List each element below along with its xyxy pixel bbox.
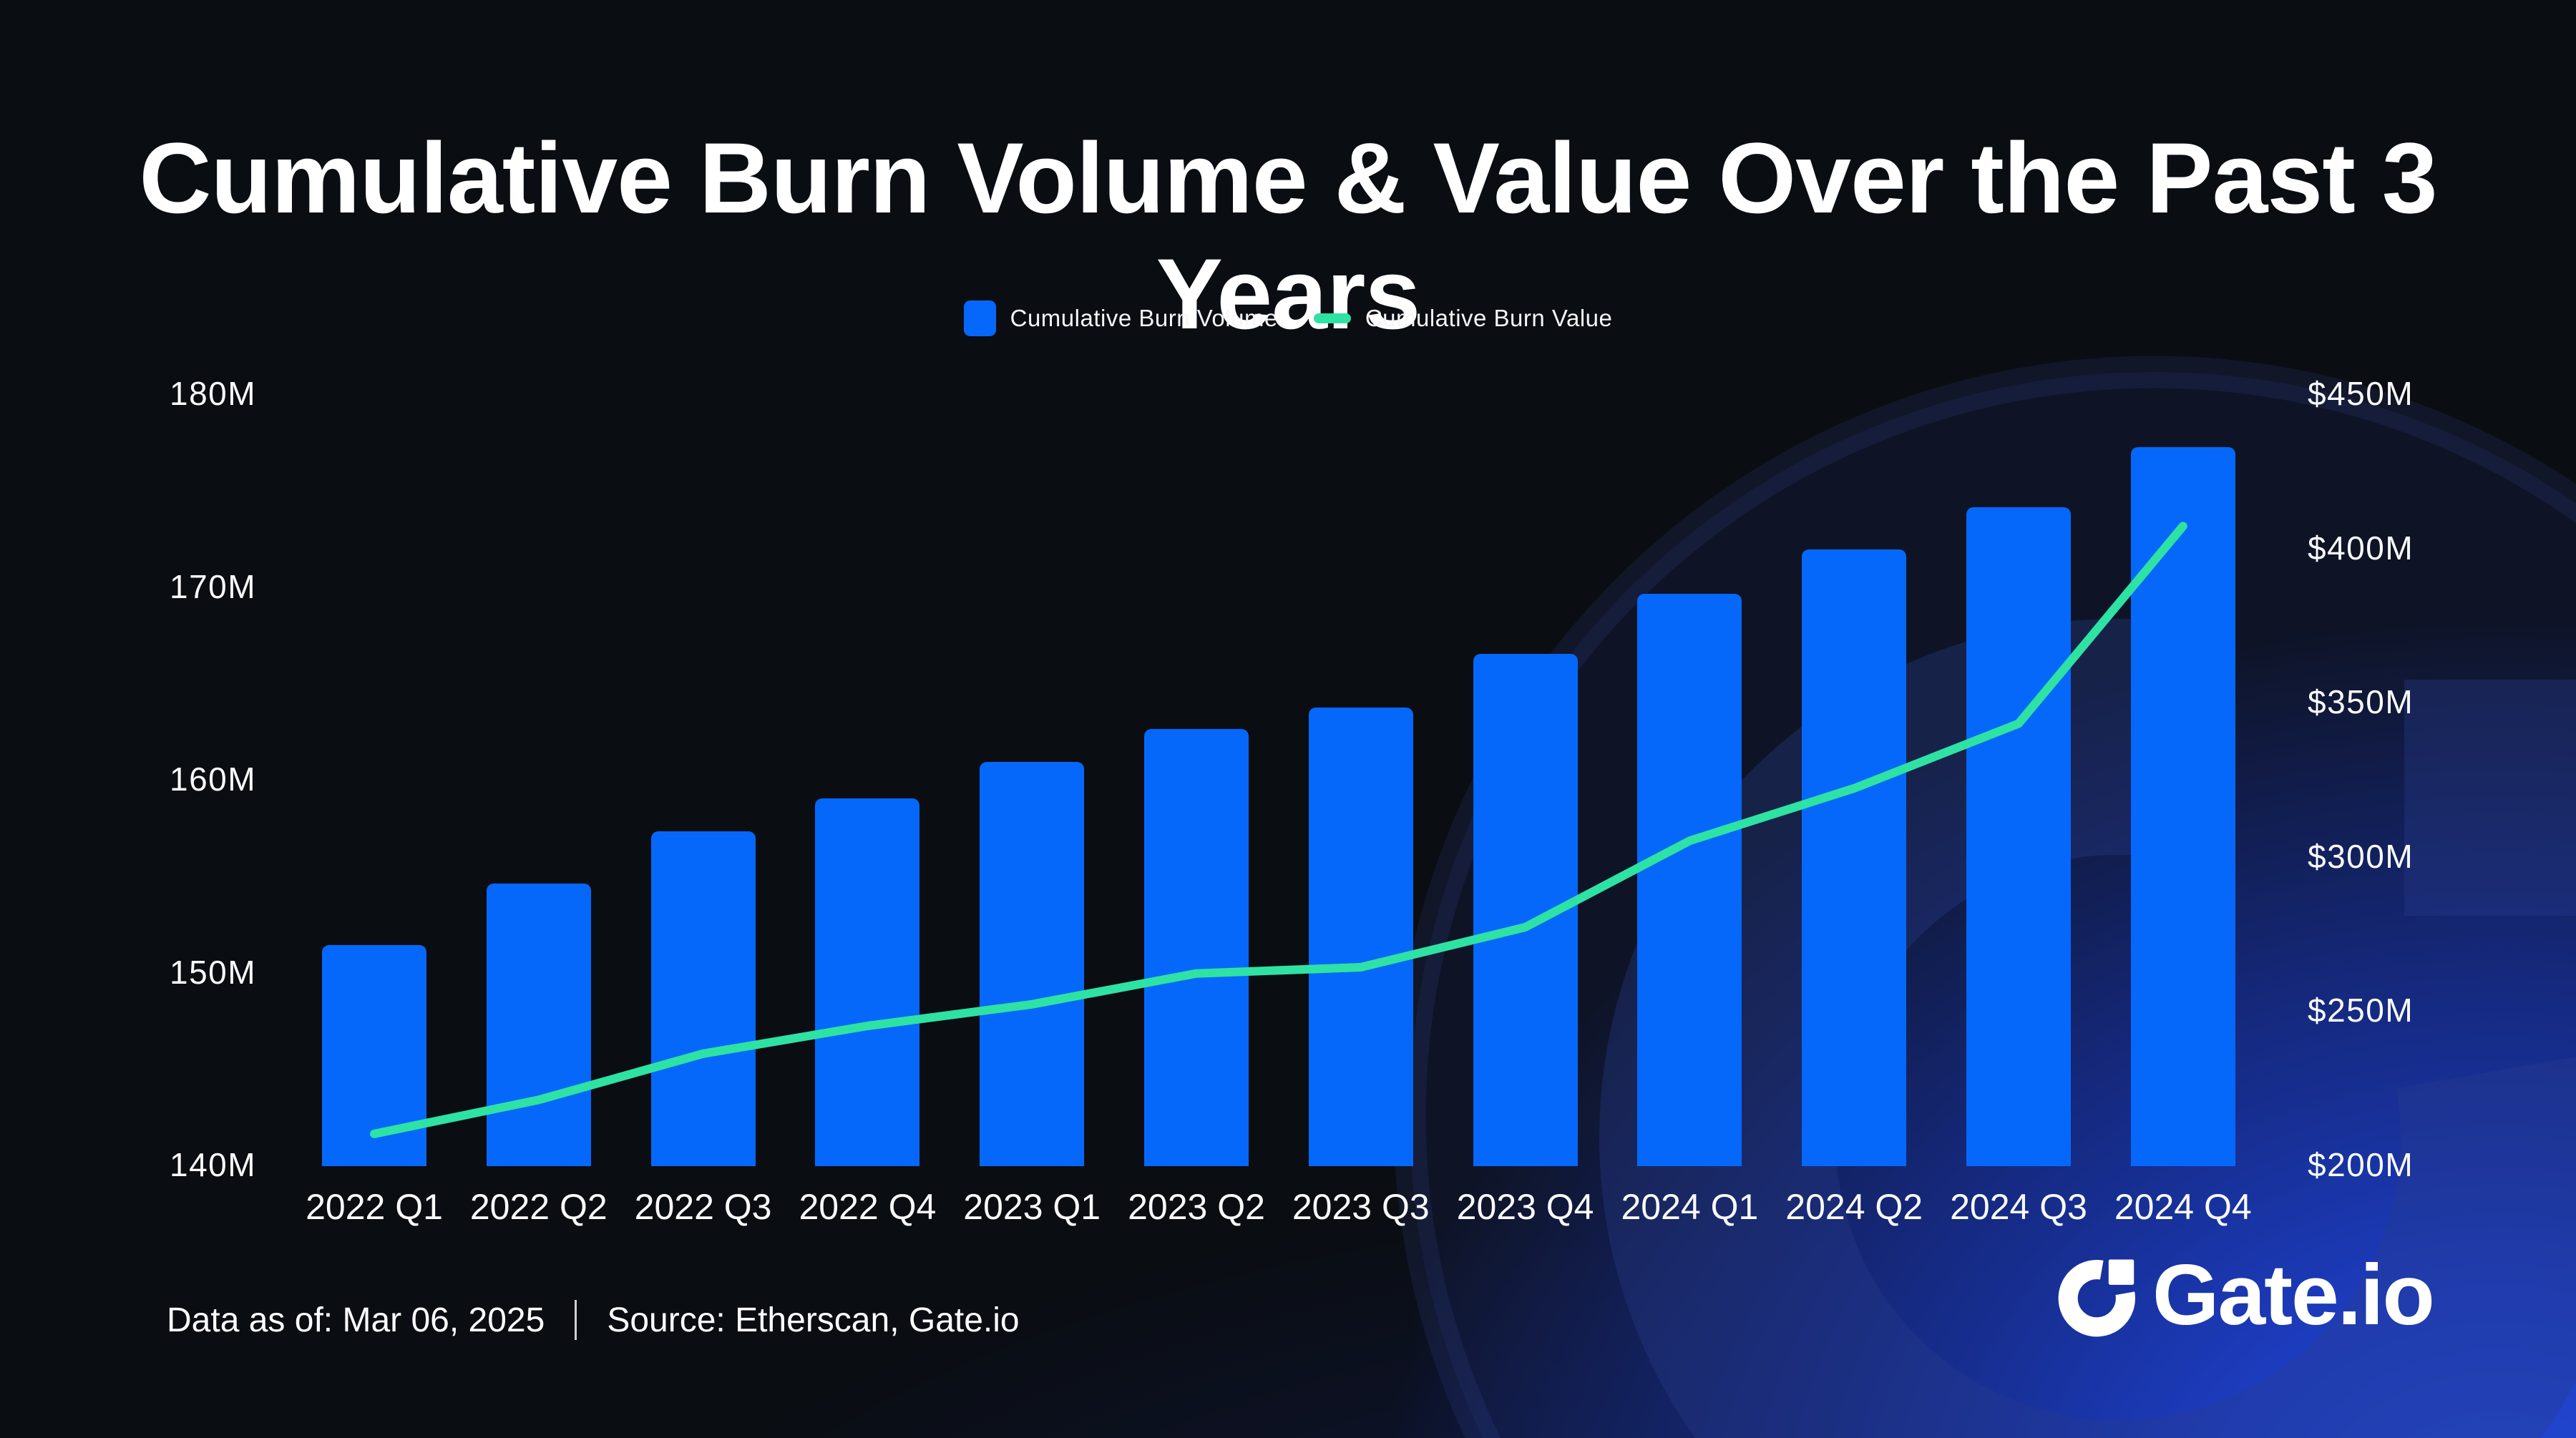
bar-2024-q3 (1966, 507, 2071, 1166)
value-swatch-icon (1313, 313, 1351, 323)
x-axis-tick: 2023 Q1 (963, 1187, 1101, 1227)
bar-2023-q3 (1308, 708, 1413, 1166)
legend-value-label: Cumulative Burn Value (1365, 305, 1613, 331)
x-axis-tick: 2024 Q1 (1621, 1187, 1759, 1227)
chart-title: Cumulative Burn Volume & Value Over the … (139, 122, 2437, 350)
bar-2023-q4 (1473, 653, 1578, 1166)
footer-divider (575, 1300, 577, 1340)
bar-2023-q1 (980, 761, 1085, 1166)
legend: Cumulative Burn Volume Cumulative Burn V… (0, 293, 2576, 343)
y-axis-left-tick: 170M (170, 567, 257, 605)
x-axis-tick: 2022 Q4 (799, 1187, 937, 1227)
bar-2024-q1 (1637, 594, 1742, 1166)
y-axis-right-tick: $250M (2308, 992, 2414, 1029)
source-text: Source: Etherscan, Gate.io (607, 1301, 1020, 1339)
y-axis-left-tick: 140M (170, 1146, 257, 1183)
x-axis-tick: 2022 Q3 (634, 1187, 772, 1227)
bar-2024-q4 (2130, 447, 2235, 1166)
legend-item-volume: Cumulative Burn Volume (963, 300, 1278, 336)
x-axis-tick: 2024 Q3 (1950, 1187, 2087, 1227)
data-as-of-text: Data as of: Mar 06, 2025 (167, 1301, 545, 1339)
bar-2024-q2 (1802, 549, 1907, 1166)
y-axis-left-tick: 150M (170, 953, 257, 991)
bar-2022-q4 (815, 798, 920, 1166)
bar-2022-q1 (322, 944, 426, 1166)
y-axis-right-tick: $350M (2308, 683, 2414, 721)
x-axis-tick: 2024 Q2 (1785, 1187, 1923, 1227)
legend-volume-label: Cumulative Burn Volume (1010, 305, 1278, 331)
x-axis-tick: 2023 Q4 (1456, 1187, 1594, 1227)
bar-2023-q2 (1144, 728, 1249, 1166)
y-axis-right-tick: $400M (2308, 529, 2414, 567)
x-axis-tick: 2022 Q2 (469, 1187, 608, 1227)
x-axis-tick: 2022 Q1 (306, 1187, 443, 1227)
x-axis-tick: 2023 Q2 (1128, 1187, 1265, 1227)
gateio-logo-icon (2058, 1253, 2142, 1337)
x-axis-tick: 2024 Q4 (2114, 1187, 2252, 1227)
bar-2022-q3 (650, 831, 756, 1166)
volume-swatch-icon (963, 300, 996, 336)
y-axis-right-tick: $200M (2308, 1146, 2414, 1183)
footer: Data as of: Mar 06, 2025 Source: Ethersc… (167, 1288, 1020, 1352)
gateio-logo: Gate.io (2058, 1247, 2435, 1343)
y-axis-left-tick: 160M (170, 760, 257, 798)
y-axis-left-tick: 180M (170, 375, 257, 412)
y-axis-right-tick: $300M (2308, 837, 2414, 875)
bar-2022-q2 (486, 883, 591, 1166)
x-axis-tick: 2023 Q3 (1292, 1187, 1430, 1227)
legend-item-value: Cumulative Burn Value (1313, 305, 1613, 332)
gateio-logo-text: Gate.io (2152, 1247, 2435, 1343)
y-axis-right-tick: $450M (2308, 375, 2414, 412)
